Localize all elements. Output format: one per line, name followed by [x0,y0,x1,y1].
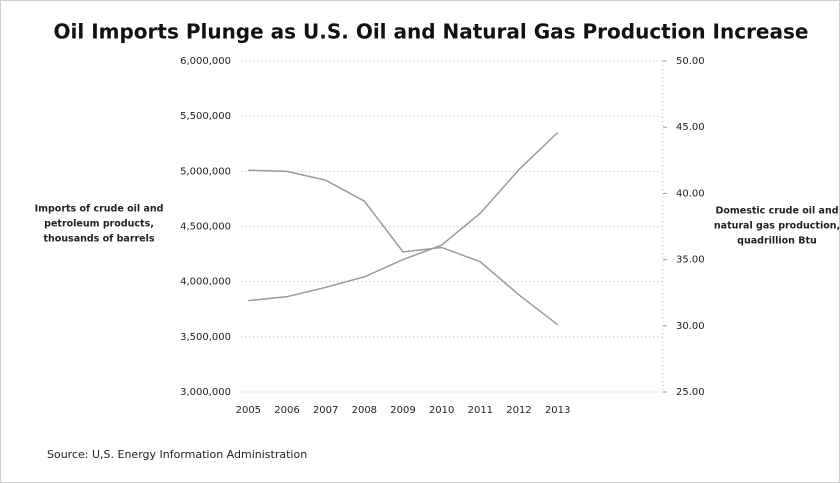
y-tick-label: 5,500,000 [180,111,231,122]
y2-axis-title: natural gas production, [714,221,840,232]
y2-tick-label: 45.00 [676,122,705,133]
y-tick-label: 6,000,000 [180,56,231,67]
y2-tick-label: 25.00 [676,387,705,398]
x-tick-label: 2011 [468,405,493,416]
x-tick-label: 2012 [506,405,531,416]
x-tick-label: 2005 [236,405,261,416]
y2-axis-title: quadrillion Btu [737,236,817,247]
source-note: Source: U,S. Energy Information Administ… [47,448,307,461]
y-tick-label: 5,000,000 [180,166,231,177]
y-tick-label: 4,500,000 [180,222,231,233]
y-axis-title: petroleum products, [44,219,154,230]
y-axis-title: Imports of crude oil and [35,204,164,215]
chart-title: Oil Imports Plunge as U.S. Oil and Natur… [54,20,809,44]
y2-tick-label: 35.00 [676,255,705,266]
x-tick-label: 2006 [274,405,299,416]
data-line [248,169,559,326]
x-tick-label: 2008 [352,405,377,416]
x-tick-label: 2007 [313,405,338,416]
y2-tick-label: 50.00 [676,56,705,67]
x-tick-label: 2010 [429,405,454,416]
y2-tick-label: 40.00 [676,188,705,199]
y-axis-title: thousands of barrels [43,234,154,245]
data-line [248,131,559,302]
y2-tick-label: 30.00 [676,321,705,332]
x-tick-label: 2009 [390,405,415,416]
x-tick-label: 2013 [545,405,570,416]
y2-axis-title: Domestic crude oil and [715,206,838,217]
y-tick-label: 4,000,000 [180,277,231,288]
y-tick-label: 3,000,000 [180,387,231,398]
y-tick-label: 3,500,000 [180,332,231,343]
